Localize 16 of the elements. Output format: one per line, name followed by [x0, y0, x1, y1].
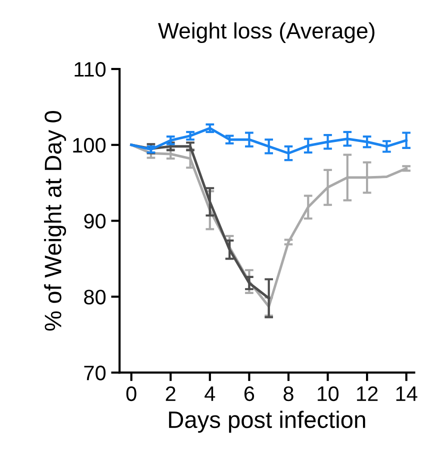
x-tick-label: 14: [396, 386, 418, 401]
x-tick-label: 12: [357, 386, 378, 401]
x-axis-title: Days post infection: [169, 410, 366, 433]
chart-title: Weight loss (Average): [158, 22, 374, 44]
y-tick-label: 80: [84, 290, 106, 304]
y-tick-label: 110: [74, 62, 106, 77]
y-axis-title: % of Weight at Day 0: [44, 111, 66, 331]
x-tick-label: 10: [318, 386, 339, 402]
x-tick-label: 6: [244, 386, 254, 402]
x-tick-label: 0: [126, 386, 136, 402]
y-tick-label: 90: [84, 214, 106, 229]
x-tick-label: 4: [204, 386, 216, 401]
y-tick-label: 70: [84, 366, 106, 380]
x-tick-label: 8: [284, 386, 294, 402]
x-tick-label: 2: [166, 386, 176, 401]
y-tick-label: 100: [73, 138, 106, 153]
